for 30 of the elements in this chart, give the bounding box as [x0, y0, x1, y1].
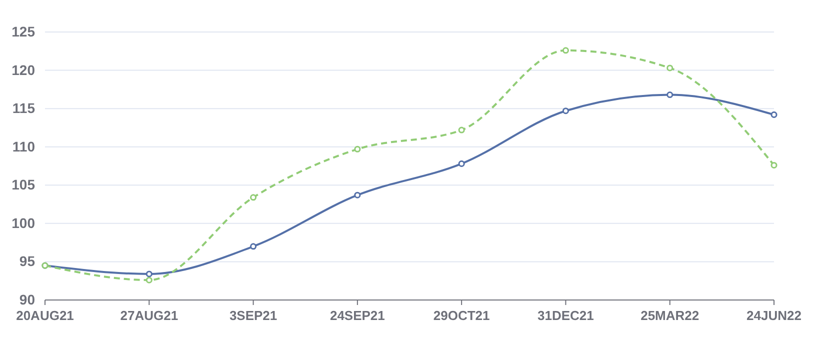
- x-tick-label: 3SEP21: [229, 308, 278, 324]
- point: [666, 92, 674, 98]
- x-tick-label: 25MAR22: [640, 308, 700, 324]
- y-tick-label: 90: [19, 291, 36, 308]
- point: [562, 47, 569, 54]
- x-tick-label: 31DEC21: [538, 308, 594, 324]
- y-tick-label: 115: [12, 100, 36, 116]
- point: [354, 146, 361, 152]
- y-tick-label: 95: [19, 253, 36, 270]
- y-tick-label: 110: [12, 138, 36, 154]
- point: [770, 111, 778, 118]
- point: [250, 243, 257, 250]
- y-tick-label: 105: [12, 176, 36, 193]
- point: [770, 162, 778, 168]
- point: [666, 64, 674, 72]
- x-tick-label: 29OCT21: [433, 308, 490, 324]
- point: [458, 160, 465, 167]
- point: [146, 270, 152, 278]
- point: [354, 192, 361, 198]
- point: [146, 276, 152, 284]
- x-tick-label: 20AUG21: [16, 308, 74, 324]
- x-tick-label: 27AUG21: [120, 308, 178, 324]
- y-tick-label: 125: [12, 23, 36, 40]
- x-tick-label: 24SEP21: [330, 308, 385, 324]
- y-tick-label: 100: [12, 214, 36, 231]
- point: [562, 108, 569, 114]
- point: [458, 126, 465, 134]
- x-tick-label: 24JUN22: [746, 308, 802, 324]
- point: [250, 194, 257, 201]
- y-tick-label: 120: [12, 62, 36, 78]
